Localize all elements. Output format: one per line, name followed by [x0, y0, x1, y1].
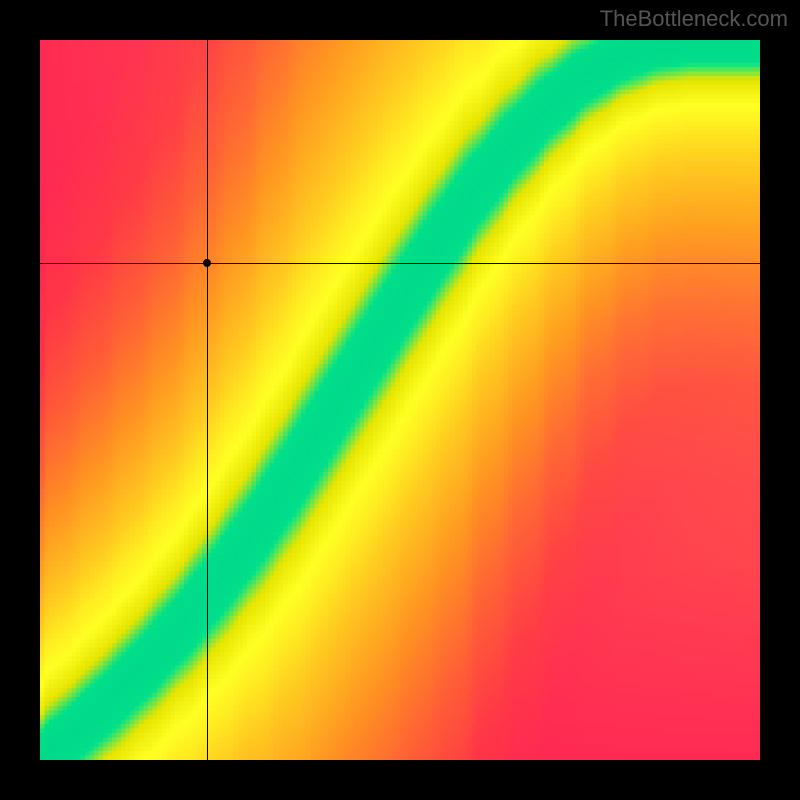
chart-frame: TheBottleneck.com — [0, 0, 800, 800]
watermark-text: TheBottleneck.com — [600, 6, 788, 32]
plot-area — [40, 40, 760, 760]
heatmap-canvas — [40, 40, 760, 760]
